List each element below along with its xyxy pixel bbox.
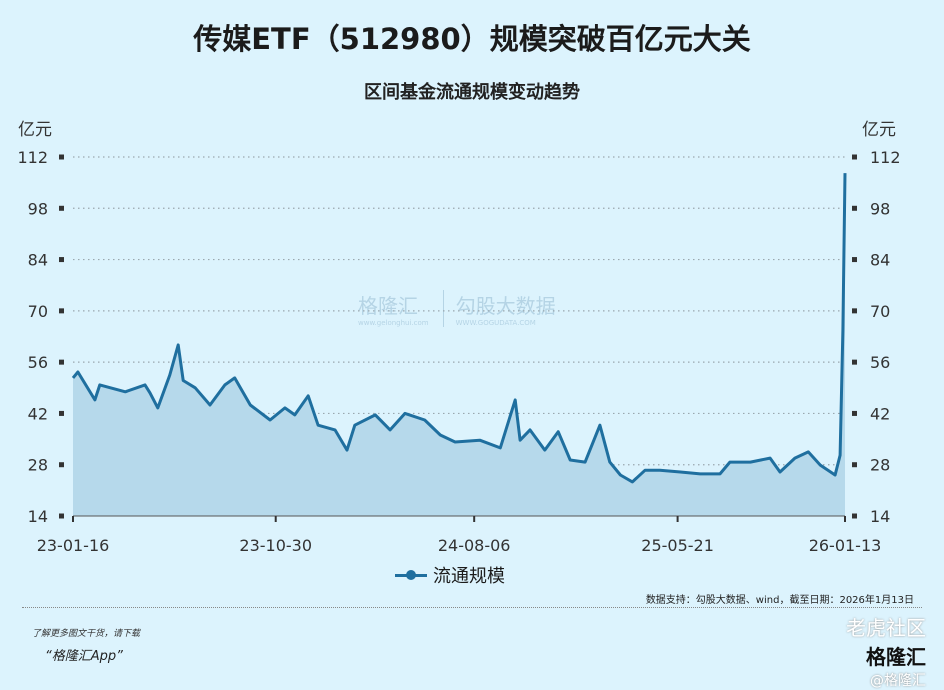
tick-mark-right — [852, 257, 857, 262]
legend-label: 流通规模 — [433, 562, 505, 588]
y-axis-label-right: 亿元 — [862, 120, 896, 140]
tick-mark-left — [59, 360, 64, 365]
y-tick-label-left: 56 — [28, 353, 48, 372]
footer-app: “格隆汇App” — [45, 645, 123, 664]
x-tick-label: 23-01-16 — [37, 536, 110, 555]
x-tick-label: 23-10-30 — [239, 536, 312, 555]
tick-mark-left — [59, 155, 64, 160]
brand-logo: 格隆汇 — [846, 641, 926, 670]
tick-mark-left — [59, 308, 64, 313]
y-tick-label-left: 42 — [28, 404, 48, 423]
footer-text: 了解更多图文干货，请下载 — [32, 626, 140, 639]
legend-marker-icon — [395, 574, 427, 577]
tick-mark-right — [852, 514, 857, 519]
y-tick-label-left: 14 — [28, 507, 48, 526]
tick-mark-left — [59, 206, 64, 211]
y-tick-label-left: 98 — [28, 199, 48, 218]
tick-mark-left — [59, 411, 64, 416]
y-tick-label-left: 70 — [28, 302, 48, 321]
chart-area: 14 14 28 28 42 42 56 56 70 70 84 84 98 98 112 112 亿元 亿元 23… — [0, 0, 944, 600]
y-tick-label-right: 28 — [870, 456, 890, 475]
y-tick-label-left: 84 — [28, 251, 48, 270]
tick-mark-right — [852, 411, 857, 416]
tick-mark-left — [59, 257, 64, 262]
x-tick-label: 26-01-13 — [809, 536, 882, 555]
tick-mark-right — [852, 155, 857, 160]
y-tick-label-right: 70 — [870, 302, 890, 321]
y-tick-label-left: 28 — [28, 456, 48, 475]
y-tick-label-left: 112 — [17, 148, 48, 167]
y-axis-label-left: 亿元 — [18, 120, 52, 140]
x-tick-label: 25-05-21 — [641, 536, 714, 555]
data-source: 数据支持：勾股大数据、wind，截至日期：2026年1月13日 — [646, 591, 914, 606]
tick-mark-left — [59, 514, 64, 519]
y-tick-label-right: 84 — [870, 251, 890, 270]
y-tick-label-right: 42 — [870, 404, 890, 423]
tick-mark-right — [852, 206, 857, 211]
community-label: 老虎社区 — [846, 612, 926, 641]
y-tick-label-right: 112 — [870, 148, 901, 167]
tick-mark-right — [852, 360, 857, 365]
divider — [22, 607, 922, 608]
tick-mark-right — [852, 462, 857, 467]
tick-mark-right — [852, 308, 857, 313]
tick-mark-left — [59, 462, 64, 467]
brand-handle: @格隆汇 — [846, 670, 926, 690]
y-tick-label-right: 56 — [870, 353, 890, 372]
legend: 流通规模 — [395, 562, 505, 588]
y-tick-label-right: 98 — [870, 199, 890, 218]
corner-watermark: 老虎社区 格隆汇 @格隆汇 — [846, 612, 926, 690]
x-tick-label: 24-08-06 — [438, 536, 511, 555]
y-tick-label-right: 14 — [870, 507, 890, 526]
